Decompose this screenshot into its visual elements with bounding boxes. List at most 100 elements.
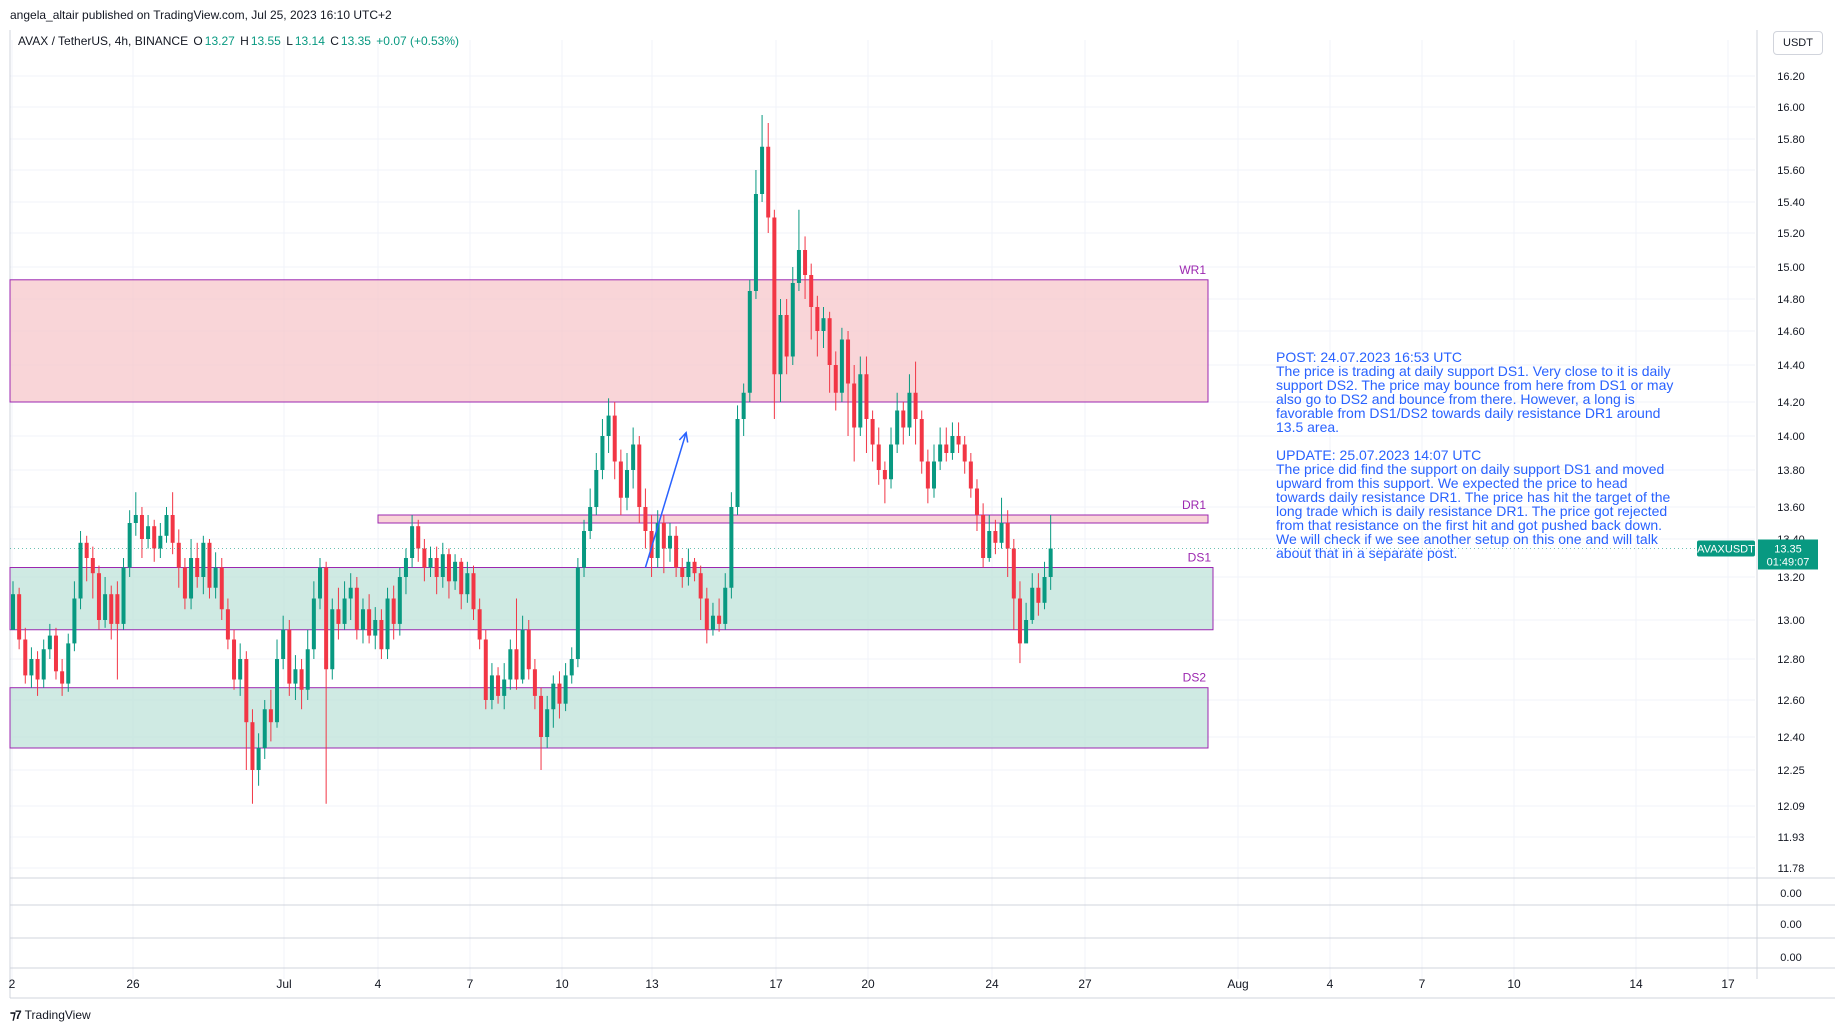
time-axis[interactable]: 2 26 Jul 4 7 10 13 17 20 24 27 Aug 4 7 10 14 17 [9, 977, 1735, 991]
candle-body [612, 415, 617, 462]
time-tick-label: 7 [467, 977, 474, 991]
candle-body [637, 444, 642, 507]
price-tick-label: 11.93 [1778, 832, 1805, 844]
candle-body [318, 567, 322, 599]
candle-body [336, 609, 341, 624]
price-tick-label: 12.09 [1777, 801, 1805, 813]
candle-body [925, 461, 930, 489]
candle-body [1042, 577, 1047, 603]
candle-body [41, 649, 46, 680]
candle-body [919, 419, 924, 462]
time-tick-label: 10 [555, 977, 569, 991]
candle-body [17, 594, 22, 640]
candle-body [778, 315, 783, 375]
price-tick-label: 12.60 [1777, 695, 1805, 707]
candle-body [23, 639, 28, 676]
candle-body [360, 609, 365, 630]
candle-body [11, 594, 15, 630]
candle-body [833, 365, 838, 393]
symbol-tag-bg [1697, 540, 1755, 557]
price-tick-label: 11.78 [1778, 863, 1805, 875]
candle-body [796, 250, 801, 283]
candle-body [974, 488, 979, 515]
candle-body [477, 609, 482, 640]
candle-body [557, 683, 562, 704]
symbol-tag: AVAXUSDT [1697, 544, 1755, 556]
zone-label-dr1: DR1 [1182, 498, 1206, 512]
time-tick-label: Aug [1227, 977, 1248, 991]
time-tick-label: 17 [1721, 977, 1735, 991]
candle-body [182, 567, 187, 599]
footer-brand: ⁊7 TradingView [10, 1008, 91, 1022]
candle-body [993, 531, 998, 543]
candle-body [391, 598, 396, 624]
footer-brand-name: TradingView [24, 1008, 91, 1022]
candle-body [379, 620, 384, 650]
candle-body [471, 573, 476, 610]
price-tick-label: 13.20 [1777, 572, 1805, 584]
candle-body [735, 419, 740, 507]
candle-body [1048, 548, 1053, 577]
candle-body [717, 615, 722, 624]
time-tick-label: 26 [126, 977, 140, 991]
annotation-arrow [644, 430, 689, 568]
candle-body [895, 410, 900, 445]
tradingview-logo-icon: ⁊7 [10, 1008, 22, 1022]
candle-body [189, 558, 194, 599]
currency-button[interactable]: USDT [1773, 31, 1823, 55]
time-tick-label: 27 [1078, 977, 1092, 991]
candle-body [139, 515, 144, 539]
candle-body [741, 392, 746, 419]
price-tick-label: 15.80 [1777, 134, 1805, 146]
candle-body [1030, 587, 1035, 620]
candle-body [594, 470, 599, 507]
candle-body [772, 217, 777, 375]
time-tick-label: 2 [9, 977, 16, 991]
candle-body [496, 675, 501, 696]
zone-dr1 [377, 514, 1209, 524]
lower-pane-axis: 0.00 0.00 0.00 [1780, 888, 1801, 964]
time-tick-label: 13 [645, 977, 659, 991]
candle-body [434, 558, 439, 577]
candle-body [569, 659, 574, 676]
candle-body [66, 643, 71, 684]
candle-body [176, 542, 181, 568]
candle-body [999, 523, 1004, 543]
candle-body [195, 558, 200, 577]
candle-body [625, 470, 629, 498]
candle-body [803, 250, 808, 275]
price-tick-label: 15.60 [1777, 165, 1805, 177]
candle-body [551, 683, 556, 710]
candle-body [962, 444, 967, 462]
open-value: 13.27 [204, 34, 235, 48]
candle-body [29, 659, 34, 676]
close-label: C [330, 34, 339, 48]
candle-body [698, 573, 703, 599]
candle-body [532, 669, 537, 696]
candle-body [545, 709, 550, 737]
candle-body [403, 558, 408, 577]
candle-body [852, 383, 857, 428]
candle-body [901, 410, 906, 428]
time-tick-label: 20 [861, 977, 875, 991]
high-label: H [240, 34, 249, 48]
candle-body [225, 609, 230, 640]
candle-body [704, 598, 709, 630]
price-tick-label: 14.40 [1777, 360, 1805, 372]
candle-body [305, 649, 310, 690]
price-axis[interactable]: 16.20 16.00 15.80 15.60 15.40 15.20 15.00 14.80… [1777, 71, 1805, 875]
analysis-note: POST: 24.07.2023 16:53 UTC The price is … [1276, 350, 1676, 574]
candle-body [152, 526, 157, 549]
symbol-title: AVAX / TetherUS, 4h, BINANCE [18, 34, 189, 48]
candle-body [723, 587, 728, 624]
time-tick-label: Jul [276, 977, 291, 991]
candle-body [508, 649, 513, 680]
zone-ds2 [9, 687, 1209, 749]
candle-body [864, 374, 869, 419]
time-tick-label: 24 [985, 977, 999, 991]
candle-body [846, 339, 851, 384]
candle-body [766, 146, 771, 218]
candle-body [428, 558, 433, 568]
candle-body [784, 315, 789, 357]
